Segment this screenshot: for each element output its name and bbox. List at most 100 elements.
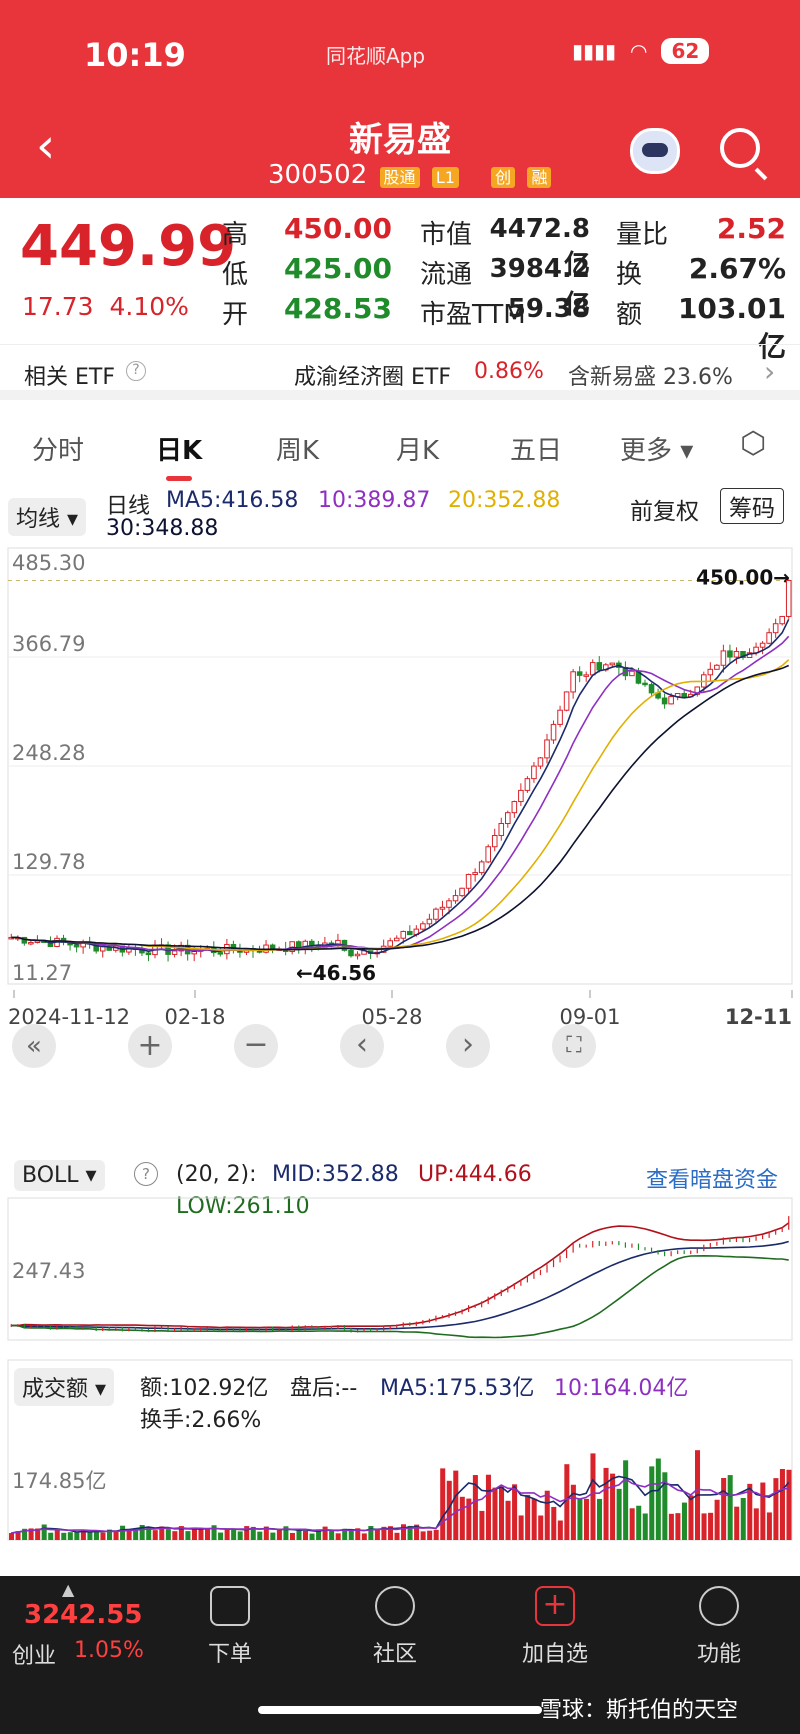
candle-body xyxy=(491,834,498,848)
volume-bar xyxy=(146,1527,152,1540)
tab-more[interactable]: 更多 ▾ xyxy=(620,436,694,466)
pan-right-icon[interactable]: › xyxy=(446,1024,490,1068)
dark-pool-link[interactable]: 查看暗盘资金 xyxy=(646,1168,779,1193)
volume-bar xyxy=(433,1529,439,1540)
volume-bar xyxy=(773,1478,779,1540)
help-icon[interactable]: ? xyxy=(126,361,146,381)
adjust-button[interactable]: 前复权 xyxy=(630,499,699,525)
candle-body xyxy=(720,650,727,666)
bottom-nav: ▲ 3242.55 创业 1.05% 下单 社区 + 加自选 功能 雪球：斯托伯的… xyxy=(0,1576,800,1734)
nav-add-watchlist[interactable]: + 加自选 xyxy=(500,1586,610,1668)
candle-body xyxy=(446,900,452,908)
volume-bar xyxy=(642,1513,648,1540)
nav-community[interactable]: 社区 xyxy=(340,1586,450,1668)
status-time: 10:19 xyxy=(84,36,186,74)
ma-select-button[interactable]: 均线 ▾ xyxy=(8,498,87,536)
tab-monthly-k[interactable]: 月K xyxy=(396,436,440,466)
boll-help-icon[interactable]: ? xyxy=(134,1162,158,1186)
nav-order[interactable]: 下单 xyxy=(175,1586,285,1668)
volume-bar xyxy=(453,1470,459,1540)
volume-bar xyxy=(74,1532,80,1540)
volume-bar xyxy=(198,1529,204,1540)
fullscreen-icon[interactable]: ⛶ xyxy=(552,1024,596,1068)
boll-chart[interactable]: 247.43 xyxy=(0,1150,800,1346)
tab-daily-k[interactable]: 日K xyxy=(156,430,202,481)
candle-body xyxy=(576,671,583,676)
volume-bar xyxy=(538,1515,544,1540)
candle-body xyxy=(727,650,733,658)
volume-bar xyxy=(616,1488,622,1540)
volume-bar xyxy=(505,1500,511,1540)
volume-bar xyxy=(446,1480,452,1540)
volume-chart[interactable]: 174.85亿 xyxy=(0,1358,800,1558)
volume-bar xyxy=(126,1529,132,1540)
tab-five-day[interactable]: 五日 xyxy=(510,436,563,466)
volume-bar xyxy=(224,1528,230,1540)
volume-bar xyxy=(564,1464,570,1540)
chevron-right-icon: › xyxy=(764,355,776,388)
period-tabs: 分时 日K 周K 月K 五日 更多 ▾ ⬡ xyxy=(0,410,800,484)
current-price: 449.99 xyxy=(20,214,237,279)
volume-bar xyxy=(159,1526,165,1540)
tag-margin: 融 xyxy=(527,167,552,188)
stock-code-row: 300502 股通 L1 创 融 xyxy=(268,160,552,190)
pe-value: 59.38 xyxy=(507,294,590,324)
candle-body xyxy=(537,757,544,767)
tab-intraday[interactable]: 分时 xyxy=(32,436,85,466)
settings-hexagon-icon[interactable]: ⬡ xyxy=(740,426,767,461)
volume-bar xyxy=(610,1473,616,1540)
ma5-value: MA5:416.58 xyxy=(166,488,299,513)
nav-functions[interactable]: 功能 xyxy=(664,1586,774,1668)
volume-bar xyxy=(518,1515,524,1540)
volume-bar xyxy=(355,1528,361,1540)
open-value: 428.53 xyxy=(283,292,392,325)
volume-bar xyxy=(381,1526,387,1540)
search-icon[interactable] xyxy=(720,128,760,168)
volume-bar xyxy=(734,1506,740,1540)
volume-bar xyxy=(603,1467,609,1540)
volume-bar xyxy=(597,1498,603,1540)
kline-chart[interactable]: 485.30 366.79 248.28 129.78 11.27 450.00→ ←46.… xyxy=(0,540,800,1120)
volume-bar xyxy=(120,1525,126,1540)
y-tick-label: 485.30 xyxy=(12,551,85,575)
y-tick-label: 11.27 xyxy=(12,961,72,985)
etf-name: 成渝经济圈 ETF xyxy=(294,365,451,390)
related-etf-bar[interactable]: 相关 ETF ? 成渝经济圈 ETF 0.86% 含新易盛 23.6% › xyxy=(0,344,800,400)
zoom-in-icon[interactable]: + xyxy=(128,1024,172,1068)
candle-body xyxy=(759,642,766,648)
candle-body xyxy=(433,908,439,920)
ma30-value: 30:348.88 xyxy=(106,516,219,541)
back-icon[interactable]: ‹ xyxy=(36,118,56,174)
volume-bar xyxy=(205,1529,211,1540)
candle-body xyxy=(407,930,413,936)
volume-bar xyxy=(577,1498,583,1540)
volume-bar xyxy=(688,1495,694,1540)
y-tick-label: 366.79 xyxy=(12,632,85,656)
rewind-icon[interactable]: « xyxy=(12,1024,56,1068)
volume-bar xyxy=(701,1513,707,1540)
boll-select-button[interactable]: BOLL ▾ xyxy=(14,1160,105,1191)
candle-body xyxy=(28,941,34,945)
volume-bar xyxy=(512,1484,518,1540)
candle-body xyxy=(733,650,740,658)
candle-body xyxy=(99,946,106,952)
pan-left-icon[interactable]: ‹ xyxy=(340,1024,384,1068)
candle-body xyxy=(531,765,537,780)
zoom-out-icon[interactable]: − xyxy=(234,1024,278,1068)
volume-bar xyxy=(237,1531,243,1540)
assistant-robot-icon[interactable] xyxy=(630,128,680,174)
volume-select-button[interactable]: 成交额 ▾ xyxy=(14,1368,115,1406)
volume-bar xyxy=(87,1532,93,1540)
tab-weekly-k[interactable]: 周K xyxy=(276,436,320,466)
high-label: 高 xyxy=(222,220,249,250)
candle-body xyxy=(766,632,772,644)
chips-button[interactable]: 筹码 xyxy=(720,488,784,524)
volume-bar xyxy=(218,1532,224,1540)
volume-bar xyxy=(41,1524,47,1540)
volume-bar xyxy=(551,1506,557,1540)
candle-body xyxy=(563,691,570,711)
volume-bar xyxy=(760,1482,766,1540)
index-value[interactable]: 3242.55 xyxy=(24,1600,143,1630)
candle-body xyxy=(570,671,576,693)
volume-bar xyxy=(766,1512,772,1540)
